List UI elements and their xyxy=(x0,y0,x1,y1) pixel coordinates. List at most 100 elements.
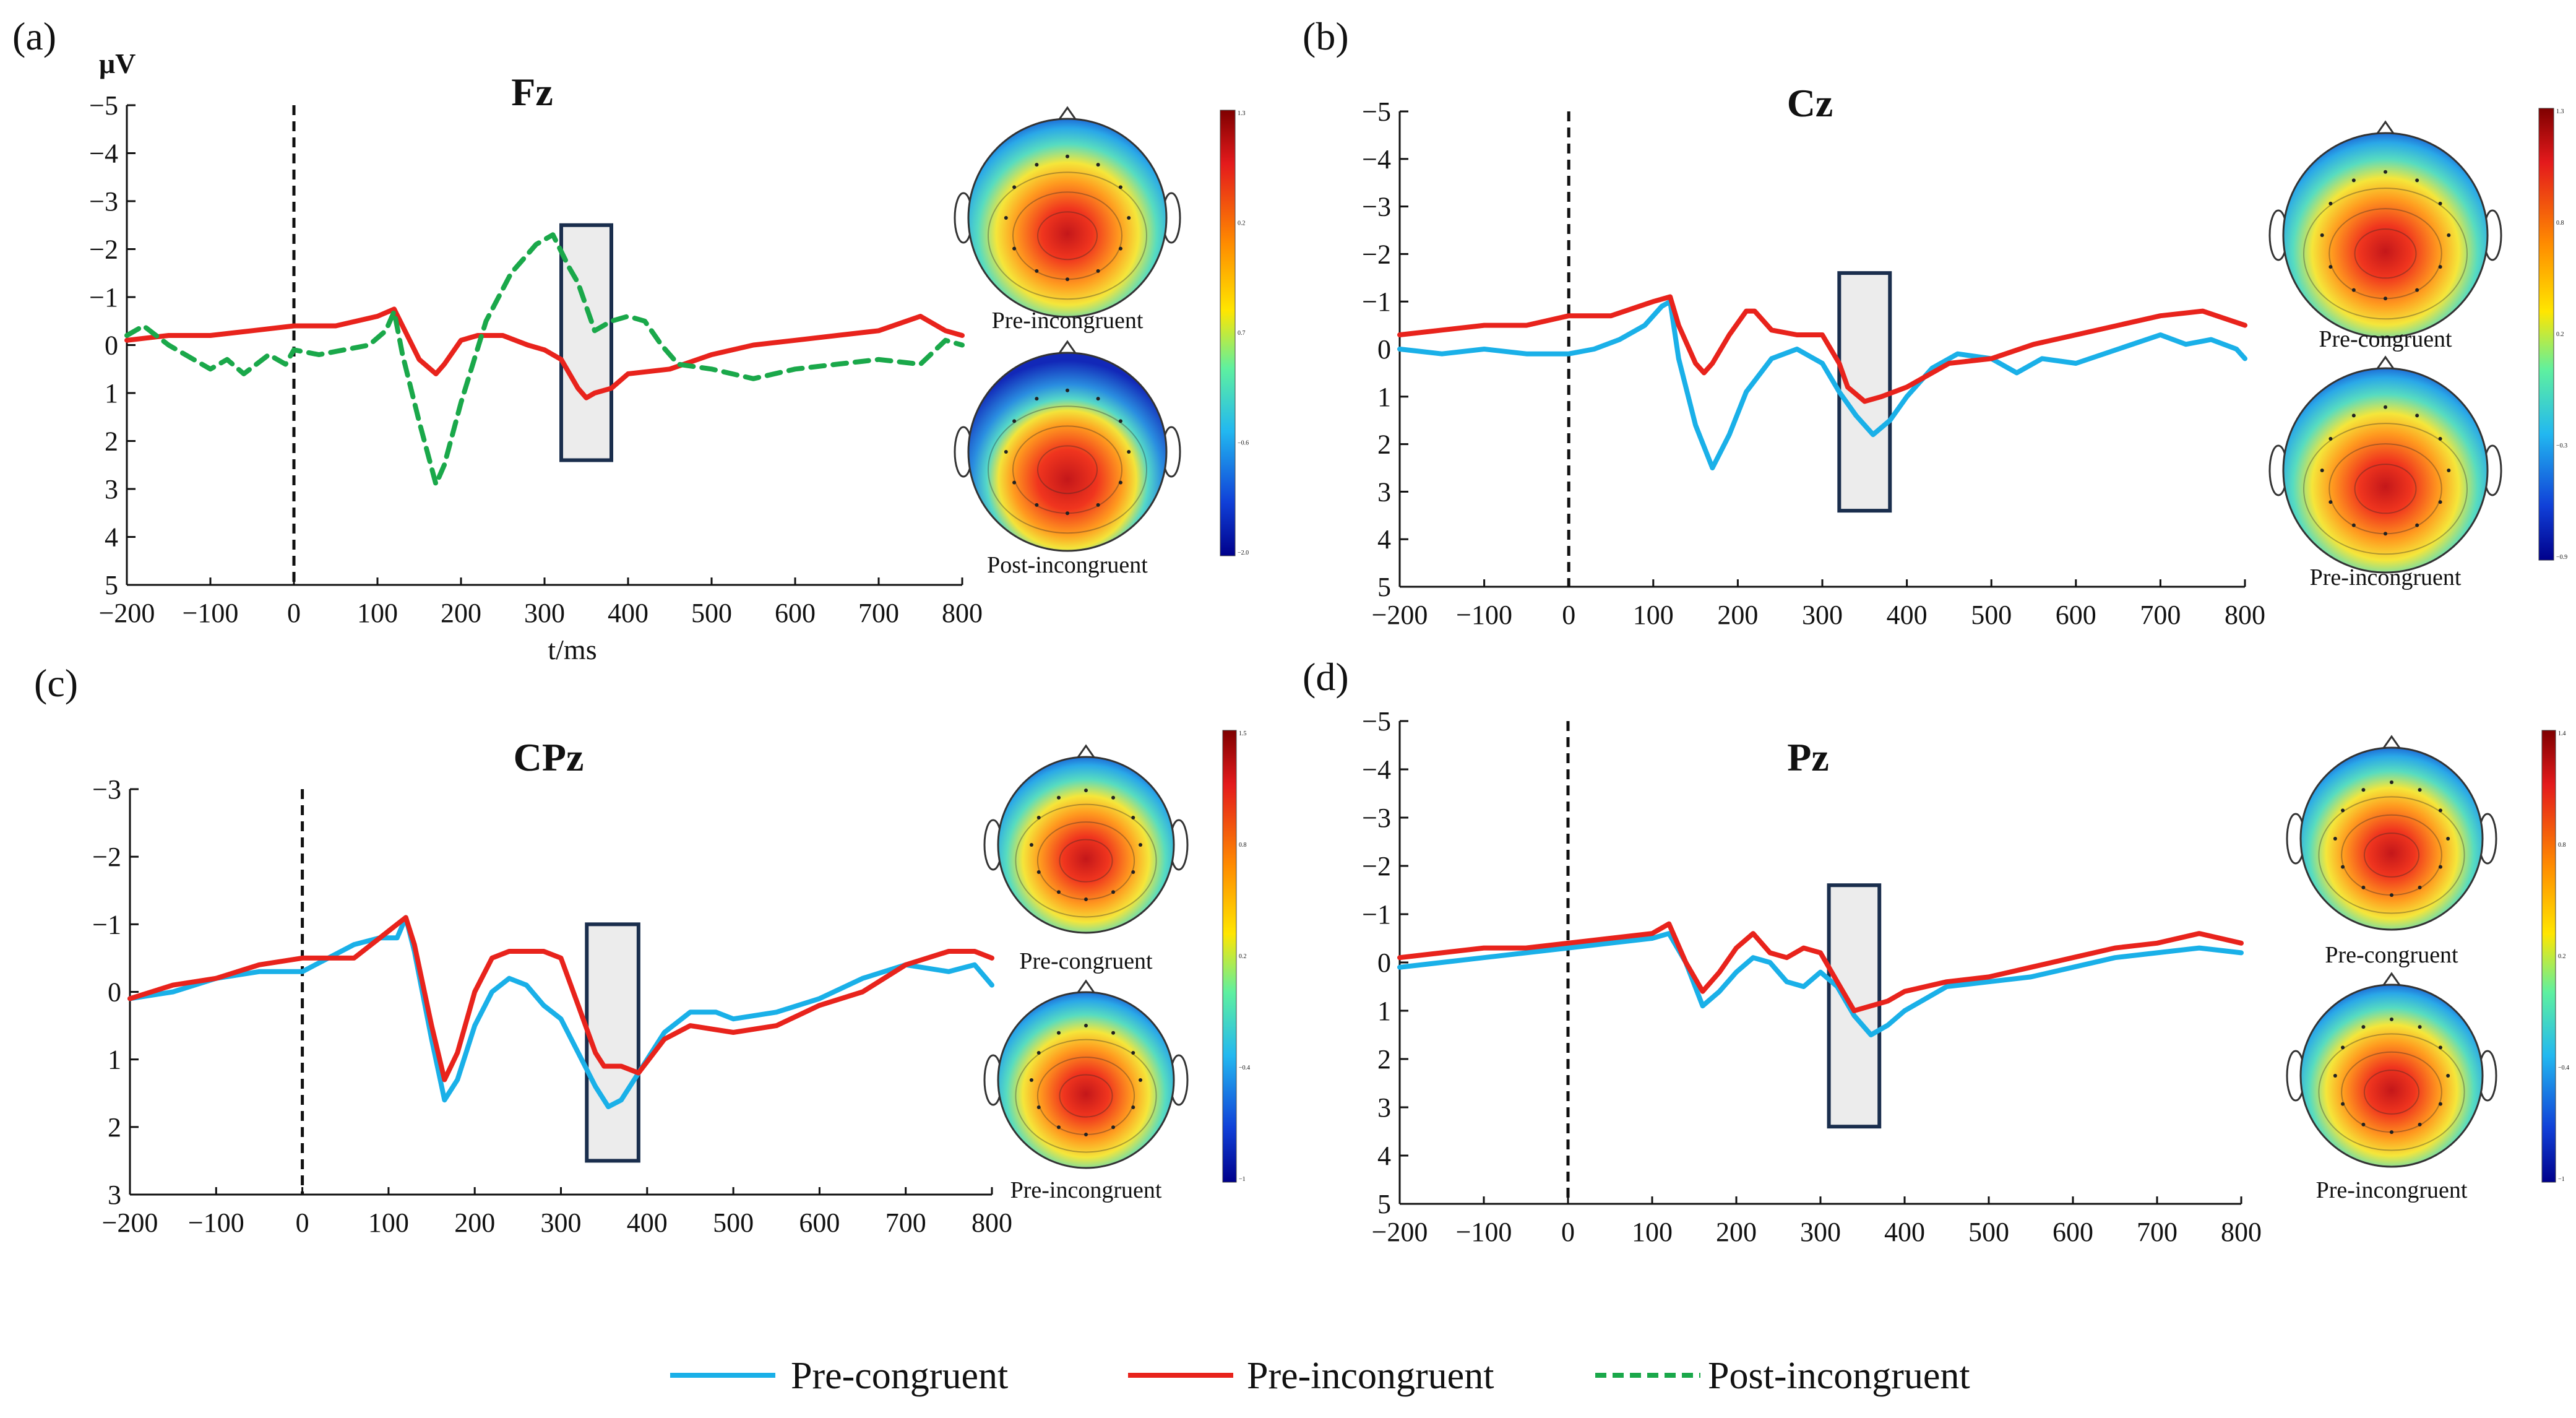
x-tick-label: 600 xyxy=(799,1208,840,1238)
topomap-2: Pre-incongruent xyxy=(2286,972,2497,1203)
topomap-electrode xyxy=(1118,419,1122,423)
x-tick-label: 700 xyxy=(885,1208,926,1238)
topomap-electrode xyxy=(2415,523,2419,527)
topomap-electrode xyxy=(2390,780,2393,784)
colorbar-tick-label: 1.5 xyxy=(1239,730,1247,737)
panel-title: Pz xyxy=(1787,735,1829,779)
topomap-contour xyxy=(988,405,1147,534)
x-tick-label: 700 xyxy=(858,598,899,628)
topomap-electrode xyxy=(2438,436,2442,441)
y-tick-label: −5 xyxy=(1362,706,1391,737)
topomap-contour xyxy=(2303,188,2468,320)
topomap-electrode xyxy=(2438,865,2442,869)
y-tick-label: −1 xyxy=(1362,899,1391,930)
topomap-electrode xyxy=(1066,277,1069,282)
topomap-1: Pre-incongruent xyxy=(954,106,1181,334)
topomap-electrode xyxy=(2341,808,2345,813)
topomap-electrode xyxy=(2438,1045,2442,1050)
topomap-electrode xyxy=(1131,1050,1135,1055)
topomap-electrode xyxy=(2361,1025,2366,1029)
topomap-electrode xyxy=(2328,201,2333,205)
topomap-2: Pre-incongruent xyxy=(983,979,1189,1203)
x-tick-label: −100 xyxy=(1456,600,1512,630)
topomap-label: Pre-congruent xyxy=(2319,326,2452,352)
series-line-pre-incongruent xyxy=(127,915,994,1083)
panel-d-pz: (d) Pz −5 −4 −3 −2 −1 0 1 2 3 4 5−200 −100 0 100 200 300 4… xyxy=(1303,655,2569,1247)
topomap-electrode xyxy=(1131,870,1135,875)
x-tick-label: 100 xyxy=(1632,1217,1673,1247)
x-tick-label: −200 xyxy=(99,598,155,628)
topomap-contour xyxy=(2303,423,2468,555)
topomap-label: Pre-congruent xyxy=(1019,948,1153,974)
topomap-2: Pre-incongruent xyxy=(2268,355,2502,590)
topomap-contour xyxy=(1015,1039,1157,1153)
topomap-electrode xyxy=(2418,1025,2422,1029)
y-tick-label: 4 xyxy=(1377,1141,1391,1171)
y-tick-label: 0 xyxy=(1377,334,1391,365)
series-line-pre-congruent xyxy=(1397,931,2244,1037)
topomap-electrode xyxy=(2390,1017,2393,1021)
x-tick-label: 800 xyxy=(2221,1217,2262,1247)
x-tick-label: 200 xyxy=(1717,600,1758,630)
topomap-electrode xyxy=(1084,788,1088,792)
x-tick-label: 400 xyxy=(608,598,648,628)
legend-label-pre-incongruent: Pre-incongruent xyxy=(1247,1355,1494,1397)
y-tick-label: 2 xyxy=(1377,430,1391,460)
topomap-electrode xyxy=(2438,500,2442,504)
topomap-head xyxy=(967,352,1168,552)
y-tick-label: −2 xyxy=(92,842,121,872)
topomap-head xyxy=(2282,132,2489,339)
y-tick-label: −2 xyxy=(1362,239,1391,269)
x-tick-label: −200 xyxy=(102,1208,158,1238)
topomap-electrode xyxy=(2384,405,2387,409)
topomap-head xyxy=(2282,367,2489,574)
topomap-electrode xyxy=(2438,808,2442,813)
y-tick-label: −3 xyxy=(1362,192,1391,222)
topomap-electrode xyxy=(1131,1105,1135,1110)
topomap-electrode xyxy=(1111,1031,1116,1035)
y-tick-label: 4 xyxy=(105,522,118,553)
y-tick-label: −5 xyxy=(1362,97,1391,127)
topomap-electrode xyxy=(2351,178,2356,183)
topomap-contour xyxy=(1037,211,1098,261)
topomap-label: Pre-incongruent xyxy=(2316,1177,2468,1203)
x-tick-label: 0 xyxy=(287,598,301,628)
topomap-head xyxy=(997,991,1175,1169)
figure-legend: Pre-congruent Pre-incongruent Post-incon… xyxy=(670,1355,1970,1397)
topomap-electrode xyxy=(1056,1125,1061,1130)
y-tick-label: −1 xyxy=(1362,287,1391,317)
topomap-electrode xyxy=(2438,265,2442,269)
panel-title: CPz xyxy=(514,735,584,779)
y-tick-label: 2 xyxy=(1377,1044,1391,1074)
x-tick-label: 100 xyxy=(357,598,398,628)
x-tick-label: 100 xyxy=(368,1208,409,1238)
series-line-pre-congruent xyxy=(127,915,994,1110)
topomap-electrode xyxy=(1035,503,1039,507)
topomap-electrode xyxy=(2328,500,2333,504)
y-tick-label: −3 xyxy=(1362,803,1391,833)
x-tick-label: 400 xyxy=(1884,1217,1925,1247)
x-tick-label: −200 xyxy=(1372,1217,1428,1247)
x-tick-label: 600 xyxy=(2053,1217,2093,1247)
topomap-electrode xyxy=(2446,1074,2450,1078)
topomap-electrode xyxy=(1029,1078,1033,1082)
x-tick-label: 100 xyxy=(1633,600,1674,630)
topomap-1: Pre-congruent xyxy=(2268,120,2502,352)
topomap-electrode xyxy=(1084,897,1088,902)
topomap-2: Post-incongruent xyxy=(954,340,1181,578)
topomap-electrode xyxy=(2390,1130,2393,1135)
topomap-electrode xyxy=(1004,216,1008,220)
topomap-electrode xyxy=(2418,1122,2422,1126)
x-tick-label: 400 xyxy=(627,1208,668,1238)
colorbar-tick-label: 0.2 xyxy=(1238,220,1246,227)
topomap-electrode xyxy=(1111,1125,1116,1130)
y-tick-label: 3 xyxy=(1377,477,1391,507)
topomap-electrode xyxy=(2361,788,2366,792)
x-tick-label: 500 xyxy=(1971,600,2012,630)
x-tick-label: 200 xyxy=(441,598,481,628)
y-axis-label: μV xyxy=(99,48,136,79)
topomap-electrode xyxy=(2333,1074,2337,1078)
panel-label: (b) xyxy=(1303,14,1349,58)
x-tick-label: 500 xyxy=(1968,1217,2009,1247)
topomap-label: Pre-incongruent xyxy=(2310,564,2462,590)
